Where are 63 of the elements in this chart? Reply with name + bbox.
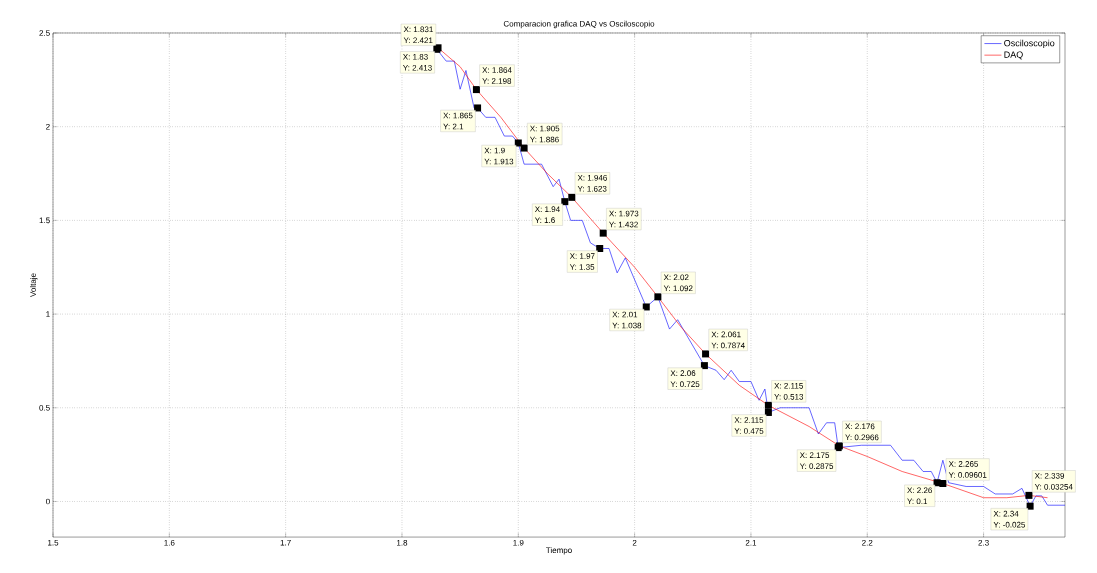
- annotation: Y: 1.886: [529, 136, 559, 143]
- annotation: Y: 1.092: [663, 285, 693, 292]
- annotation: X: 1.94: [534, 206, 560, 212]
- x-tick-label: 1.7: [280, 539, 291, 546]
- annotation: Y: 2.1: [443, 123, 464, 130]
- x-tick-label: 2: [632, 539, 637, 546]
- x-tick-label: 1.6: [164, 539, 175, 546]
- annotation: X: 2.26: [907, 487, 932, 494]
- x-tick-label: 2.2: [862, 539, 873, 546]
- y-tick-label: 0.5: [39, 404, 50, 411]
- annotation: X: 1.973: [609, 210, 639, 217]
- annotation: X: 1.864: [482, 67, 512, 73]
- annotation: X: 2.06: [670, 370, 696, 376]
- x-tick-label: 1.9: [513, 539, 524, 546]
- y-axis-title: Voltaje: [30, 273, 38, 297]
- annotation: X: 2.01: [612, 311, 638, 318]
- annotation: X: 1.83: [402, 53, 428, 60]
- y-tick-label: 2: [46, 123, 50, 130]
- annotation: Y: 0.03254: [1034, 483, 1073, 490]
- annotation: Y: 0.7874: [711, 342, 745, 349]
- annotation: Y: 0.2875: [799, 463, 834, 469]
- annotation: Y: 2.413: [402, 64, 432, 71]
- annotation: Y: 0.2966: [845, 434, 879, 441]
- annotation: Y: 2.198: [482, 78, 512, 84]
- annotation: Y: 1.623: [577, 185, 607, 192]
- annotation: Y: 0.725: [670, 381, 700, 387]
- legend-label: DAQ: [1004, 51, 1023, 60]
- annotation: X: 1.831: [403, 26, 433, 33]
- annotation: X: 2.176: [845, 423, 875, 430]
- annotation: X: 1.865: [443, 112, 473, 119]
- annotation: X: 2.34: [993, 510, 1019, 517]
- y-tick-label: 1: [46, 311, 50, 317]
- y-tick-label: 2.5: [39, 30, 50, 36]
- annotation: X: 1.905: [530, 125, 560, 132]
- y-tick-label: 1.5: [39, 217, 50, 224]
- y-tick-label: 0: [46, 498, 50, 505]
- annotation: X: 1.946: [577, 174, 607, 181]
- annotation: X: 2.115: [734, 417, 764, 423]
- annotation: X: 1.97: [569, 253, 595, 259]
- x-tick-label: 2.3: [978, 539, 989, 546]
- legend-label: Osciloscopio: [1004, 39, 1055, 49]
- annotation: Y: 0.513: [774, 393, 804, 400]
- annotation: Y: 0.475: [734, 428, 764, 434]
- x-tick-label: 1.8: [397, 539, 408, 546]
- annotation: Y: 1.6: [534, 217, 555, 223]
- annotation: Y: 1.038: [612, 322, 642, 329]
- annotation: X: 2.115: [774, 382, 803, 389]
- annotation: X: 2.265: [948, 461, 979, 467]
- annotation: Y: 2.421: [403, 37, 433, 44]
- annotation: Y: -0.025: [993, 521, 1026, 528]
- annotation: Y: 1.35: [569, 264, 595, 270]
- x-tick-label: 2.1: [745, 539, 757, 546]
- annotation: X: 2.02: [663, 274, 689, 281]
- annotation: X: 1.9: [484, 147, 505, 154]
- annotation: Y: 1.432: [609, 221, 638, 228]
- x-axis-title: Tiempo: [546, 547, 572, 555]
- chart-title: Comparacion grafica DAQ vs Osciloscopio: [503, 20, 655, 29]
- annotation: X: 2.339: [1034, 472, 1065, 479]
- annotation: Y: 0.1: [907, 498, 928, 505]
- annotation: Y: 0.09601: [948, 472, 987, 478]
- annotation: X: 2.061: [711, 331, 741, 338]
- annotation: Y: 1.913: [484, 158, 514, 165]
- annotation: X: 2.175: [799, 452, 830, 458]
